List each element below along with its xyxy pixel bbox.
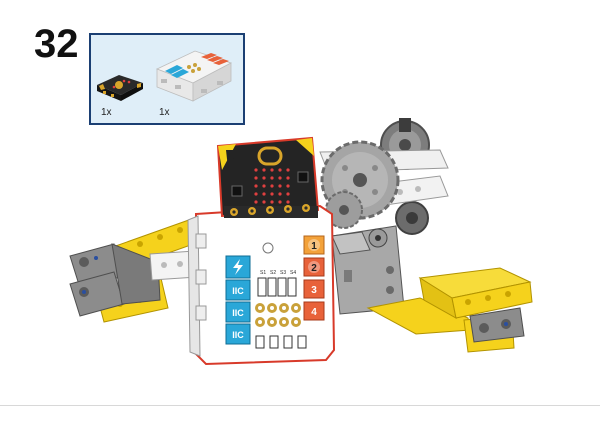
right-gray-connector xyxy=(469,307,525,343)
pin-label-s3: S3 xyxy=(280,270,286,276)
microbit-part-icon xyxy=(97,75,143,101)
servo-motor xyxy=(331,225,405,315)
iic-label-1: IIC xyxy=(232,286,244,296)
port-block-2: 2 xyxy=(303,257,325,277)
iic-label-2: IIC xyxy=(232,308,244,318)
reset-button-icon xyxy=(262,242,274,254)
edge-connector xyxy=(224,204,318,218)
part-qty-microbit: 1x xyxy=(101,107,112,118)
lower-gear-icon xyxy=(395,201,429,235)
power-port xyxy=(225,255,251,279)
port-number-3: 3 xyxy=(311,285,317,296)
iic-port-1: IIC xyxy=(225,279,251,301)
footer-divider xyxy=(0,405,600,406)
led-matrix xyxy=(254,168,290,204)
port-number-4: 4 xyxy=(311,307,317,318)
part-qty-expansion: 1x xyxy=(159,107,170,118)
port-number-2: 2 xyxy=(311,263,317,274)
sensor-headers xyxy=(255,335,307,349)
expansion-board-part-icon xyxy=(155,50,233,102)
pin-label-s1: S1 xyxy=(260,270,266,276)
port-block-4: 4 xyxy=(303,301,325,321)
motor-terminals xyxy=(255,303,301,327)
port-block-1: 1 xyxy=(303,235,325,255)
port-number-1: 1 xyxy=(311,241,317,252)
pin-label-s2: S2 xyxy=(270,270,276,276)
iic-port-3: IIC xyxy=(225,323,251,345)
servo-pin-header: S1 S2 S3 S4 xyxy=(257,270,297,297)
left-gray-connector xyxy=(69,243,161,317)
parts-callout: 1x 1x xyxy=(89,33,245,125)
parts-illustration xyxy=(97,50,233,102)
pin-label-s4: S4 xyxy=(290,270,296,276)
side-clips xyxy=(195,233,207,321)
iic-label-3: IIC xyxy=(232,330,244,340)
step-number: 32 xyxy=(34,22,79,66)
iic-port-2: IIC xyxy=(225,301,251,323)
port-block-3: 3 xyxy=(303,279,325,299)
microbit-board xyxy=(216,136,320,218)
